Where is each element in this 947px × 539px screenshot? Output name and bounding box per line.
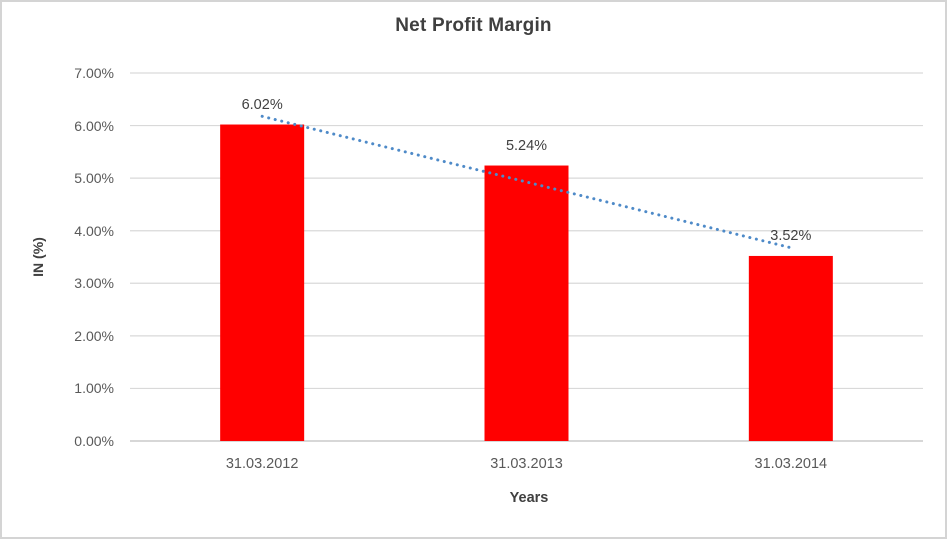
y-tick-label: 3.00% [74, 275, 114, 292]
y-tick-label: 5.00% [74, 170, 114, 187]
data-label: 3.52% [770, 227, 812, 244]
y-tick-label: 4.00% [74, 222, 114, 239]
bar [220, 124, 305, 442]
y-tick-label: 0.00% [74, 433, 114, 449]
x-axis-title: Years [509, 490, 549, 506]
y-tick-label: 6.00% [74, 117, 114, 134]
y-tick-label: 7.00% [74, 65, 114, 81]
bar [748, 255, 833, 441]
y-tick-label: 1.00% [74, 380, 114, 397]
x-tick-label: 31.03.2014 [754, 456, 828, 472]
y-tick-label: 2.00% [74, 327, 114, 344]
x-tick-label: 31.03.2013 [490, 456, 563, 472]
chart-title: Net Profit Margin [395, 15, 552, 36]
data-label: 5.24% [505, 137, 548, 154]
bar [484, 165, 569, 442]
x-tick-label: 31.03.2012 [225, 456, 299, 472]
data-label: 6.02% [241, 96, 283, 113]
